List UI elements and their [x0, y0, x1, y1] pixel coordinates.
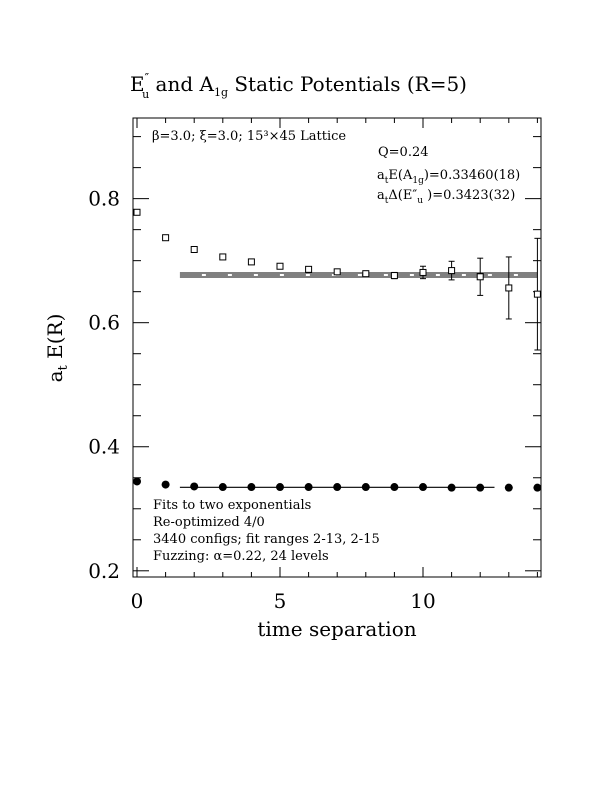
annotation-configs: 3440 configs; fit ranges 2-13, 2-15	[153, 532, 380, 547]
data-point-square	[476, 273, 484, 281]
data-point-circle	[304, 483, 313, 492]
data-point-circle	[247, 483, 256, 492]
data-point-circle	[447, 483, 456, 492]
data-point-square	[448, 267, 456, 275]
data-point-square	[219, 253, 227, 261]
data-point-circle	[133, 477, 141, 486]
annotation-fuzzing: Fuzzing: α=0.22, 24 levels	[153, 549, 329, 564]
tick-labels: 0 5 10 0.2 0.4 0.6 0.8	[88, 187, 436, 613]
fit-lines	[179, 272, 538, 488]
data-point-circle	[419, 483, 427, 492]
data-point-circle	[476, 483, 485, 492]
y-axis-label: at E(R)	[43, 314, 71, 383]
annotation-fits: Fits to two exponentials	[153, 498, 311, 513]
data-point-circle	[504, 483, 513, 492]
fit-line-1	[179, 272, 538, 278]
x-axis-label: time separation	[257, 617, 416, 641]
data-point-square	[133, 208, 141, 216]
data-point-square	[162, 234, 170, 242]
chart-title: E″ u and A1g Static Potentials (R=5)	[130, 71, 467, 101]
data-point-square	[505, 284, 513, 292]
x-tick-label: 10	[410, 589, 435, 613]
y-tick-label: 0.4	[88, 435, 120, 459]
data-points	[133, 208, 542, 492]
data-point-circle	[333, 483, 342, 492]
y-tick-label: 0.6	[88, 311, 120, 335]
y-tick-label: 0.2	[88, 559, 120, 583]
data-point-square	[190, 245, 198, 253]
x-tick-label: 0	[131, 589, 144, 613]
data-point-circle	[361, 483, 370, 492]
data-point-circle	[276, 483, 284, 492]
data-point-square	[305, 265, 313, 273]
data-point-square	[333, 268, 341, 276]
x-tick-label: 5	[274, 589, 287, 613]
data-point-square	[390, 272, 398, 280]
annotation-delta-eu: atΔ(E″u )=0.3423(32)	[377, 188, 515, 206]
annotation-reoptimized: Re-optimized 4/0	[153, 515, 265, 530]
data-point-circle	[161, 480, 170, 489]
data-point-circle	[218, 483, 227, 492]
data-point-square	[276, 262, 284, 270]
data-point-circle	[190, 482, 199, 491]
data-point-square	[362, 270, 370, 278]
annotation-lattice: β=3.0; ξ=3.0; 15³×45 Lattice	[152, 129, 346, 144]
data-point-circle	[390, 483, 399, 492]
data-point-square	[533, 290, 541, 298]
data-point-square	[419, 268, 427, 276]
annotation-q: Q=0.24	[378, 145, 429, 160]
y-tick-label: 0.8	[88, 187, 120, 211]
data-point-circle	[533, 483, 542, 492]
data-point-square	[247, 258, 255, 266]
annotation-energy-a1g: atE(A1g)=0.33460(18)	[377, 168, 520, 186]
